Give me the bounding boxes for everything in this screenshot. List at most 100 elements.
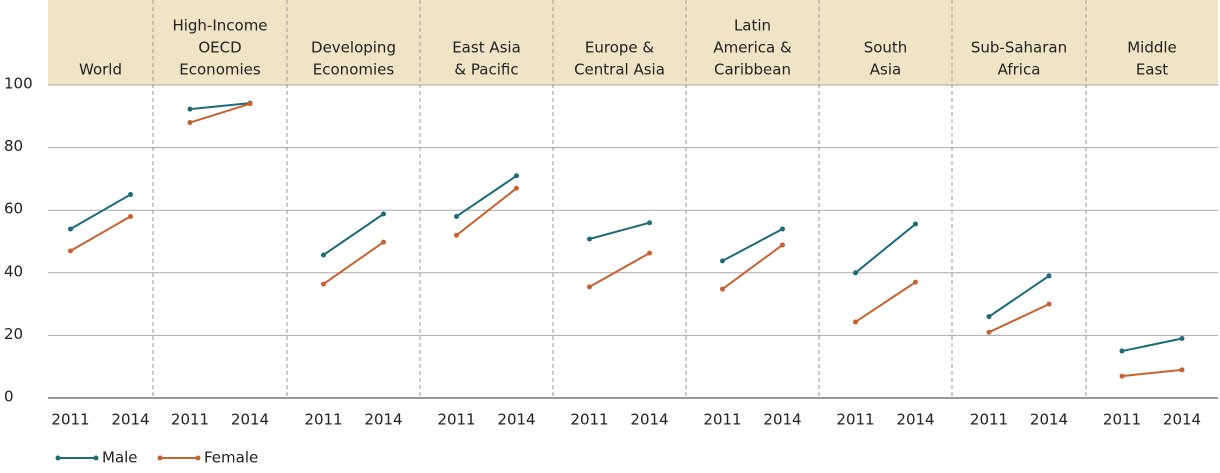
series-line xyxy=(189,102,251,111)
panel-title: OECD xyxy=(198,39,241,57)
point xyxy=(587,236,592,242)
series-line xyxy=(722,228,783,262)
point xyxy=(187,120,193,126)
x-tick-label: 2011 xyxy=(570,411,608,429)
x-tick-label: 2011 xyxy=(171,411,209,429)
series-line xyxy=(854,281,917,323)
point xyxy=(647,220,652,226)
series-line xyxy=(988,303,1050,334)
point xyxy=(1119,348,1125,354)
point xyxy=(587,284,592,290)
y-tick-label: 20 xyxy=(4,325,23,343)
point xyxy=(853,270,858,276)
point xyxy=(720,286,725,292)
x-tick-label: 2014 xyxy=(111,411,149,429)
panel-title: Central Asia xyxy=(574,61,665,79)
point xyxy=(647,250,652,256)
x-tick-label: 2014 xyxy=(231,411,269,429)
x-tick-label: 2011 xyxy=(703,411,741,429)
point xyxy=(1179,367,1185,373)
panel-title: Economies xyxy=(313,61,395,79)
x-tick-label: 2014 xyxy=(1030,411,1068,429)
panel-title: Caribbean xyxy=(714,61,791,79)
point xyxy=(128,213,133,219)
panel-title: Asia xyxy=(870,61,901,79)
point xyxy=(1046,273,1052,279)
series-line xyxy=(322,213,385,256)
series-line xyxy=(70,193,131,230)
series-line xyxy=(988,275,1050,318)
x-tick-label: 2014 xyxy=(630,411,668,429)
point xyxy=(720,258,725,264)
series-line xyxy=(322,241,385,285)
x-tick-label: 2014 xyxy=(497,411,535,429)
y-tick-label: 60 xyxy=(4,200,23,218)
point xyxy=(128,192,133,198)
point xyxy=(321,252,326,258)
series-line xyxy=(455,187,518,237)
point xyxy=(514,173,519,179)
x-tick-label: 2014 xyxy=(1163,411,1201,429)
x-tick-label: 2011 xyxy=(970,411,1008,429)
series-line xyxy=(70,215,131,252)
point xyxy=(68,248,73,254)
point xyxy=(454,232,459,238)
point xyxy=(247,101,253,107)
point xyxy=(381,211,386,217)
point xyxy=(853,319,858,325)
series-line xyxy=(1121,368,1183,378)
panel-title: Europe & xyxy=(585,39,655,57)
panel-title: South xyxy=(864,39,908,57)
point xyxy=(187,106,193,112)
series-line xyxy=(589,221,650,240)
point xyxy=(780,226,785,232)
y-tick-label: 0 xyxy=(4,388,14,406)
point xyxy=(514,185,519,191)
point xyxy=(381,239,386,245)
header-band xyxy=(48,0,1218,85)
panel-title: Africa xyxy=(998,61,1041,79)
point xyxy=(780,242,785,248)
panel-title: East Asia xyxy=(452,39,521,57)
point xyxy=(68,226,73,232)
series-line xyxy=(189,102,251,124)
panel-title: & Pacific xyxy=(454,61,518,79)
point xyxy=(454,213,459,219)
legend-dot xyxy=(157,455,163,461)
legend-label: Female xyxy=(204,449,258,467)
y-tick-label: 100 xyxy=(4,75,33,93)
legend-dot xyxy=(93,455,99,461)
series-line xyxy=(721,244,784,290)
y-tick-label: 40 xyxy=(4,262,23,280)
x-tick-label: 2014 xyxy=(364,411,402,429)
x-tick-label: 2011 xyxy=(51,411,89,429)
point xyxy=(321,281,326,287)
panel-title: America & xyxy=(713,39,792,57)
point xyxy=(1119,373,1125,379)
series-line xyxy=(1121,337,1183,353)
point xyxy=(913,221,918,227)
x-tick-label: 2011 xyxy=(836,411,874,429)
series-line xyxy=(854,223,917,274)
x-tick-label: 2011 xyxy=(1103,411,1141,429)
panel-title: Latin xyxy=(734,17,771,35)
panel-title: Sub-Saharan xyxy=(971,39,1067,57)
x-tick-label: 2014 xyxy=(763,411,801,429)
legend-dot xyxy=(195,455,201,461)
panel-title: World xyxy=(79,61,122,79)
point xyxy=(986,314,992,320)
panel-title: Middle xyxy=(1127,39,1177,57)
series-line xyxy=(589,252,650,288)
series-line xyxy=(455,174,518,218)
panel-title: Economies xyxy=(179,61,261,79)
x-tick-label: 2011 xyxy=(437,411,475,429)
legend-label: Male xyxy=(102,449,138,467)
y-tick-label: 80 xyxy=(4,137,23,155)
legend-dot xyxy=(55,455,61,461)
panel-title: Developing xyxy=(311,39,396,57)
point xyxy=(1179,336,1185,342)
point xyxy=(913,279,918,285)
panel-title: East xyxy=(1136,61,1168,79)
point xyxy=(986,329,992,335)
